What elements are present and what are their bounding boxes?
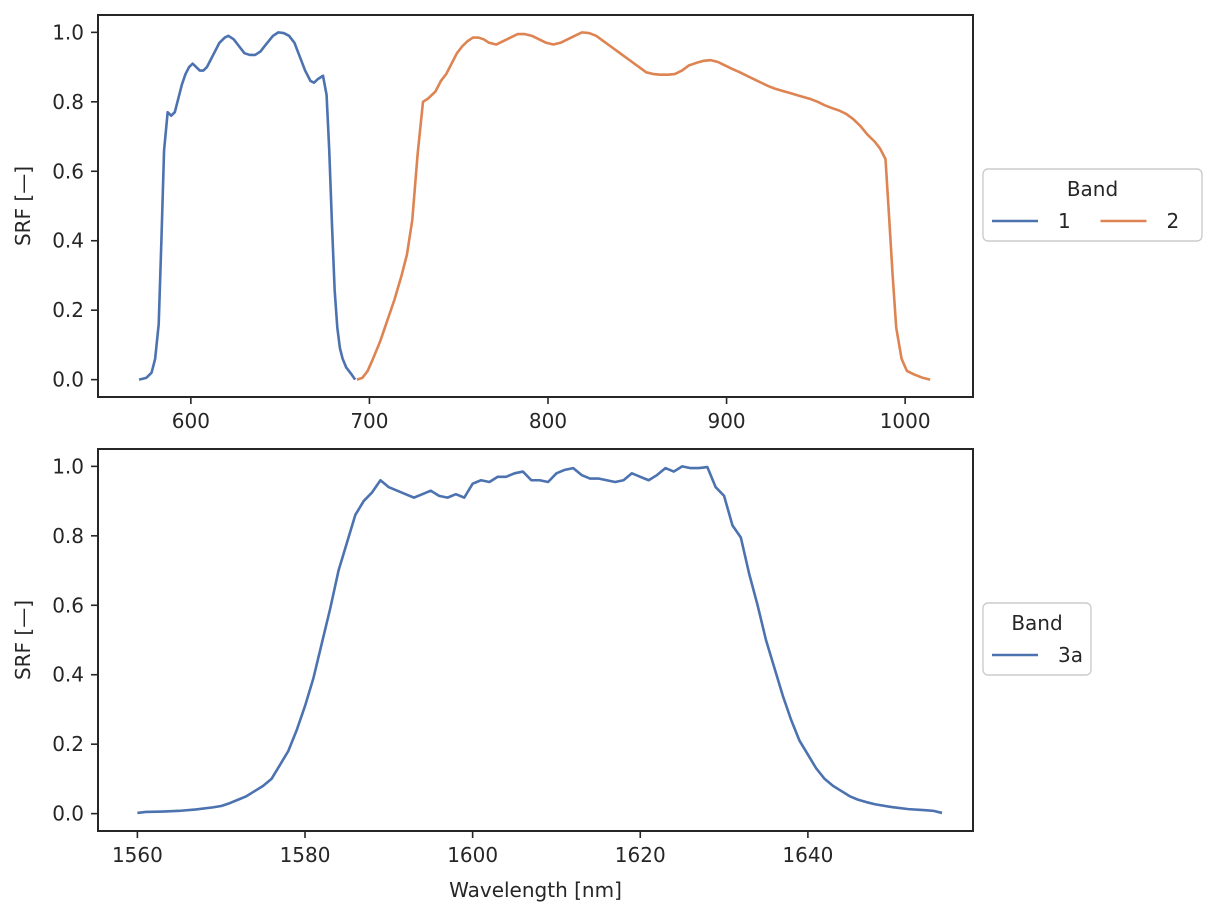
legend-label-band-1: 1 (1058, 209, 1071, 233)
y-axis-label: SRF [—] (11, 166, 35, 246)
x-tick-label: 1640 (782, 843, 833, 867)
y-tick-label: 0.6 (52, 593, 84, 617)
legend-label-band-3a: 3a (1058, 643, 1083, 667)
series-line-band-3a (137, 465, 943, 815)
chart-panel-2: 1560 1580 1600 1620 1640 0.0 0.2 0.4 0.6 0.8 1.0 SR… (11, 448, 1092, 902)
y-tick-label: 0.0 (52, 368, 84, 392)
y-tick-label: 0.0 (52, 802, 84, 826)
y-tick-label: 0.4 (52, 663, 84, 687)
x-tick-label: 1580 (280, 843, 331, 867)
x-tick-label: 800 (529, 409, 567, 433)
legend: Band 1 2 (982, 168, 1203, 242)
legend-box (982, 168, 1203, 242)
x-tick-label: 1000 (880, 409, 931, 433)
x-tick-label: 1560 (112, 843, 163, 867)
x-tick-label: 700 (350, 409, 388, 433)
x-tick-label: 600 (172, 409, 210, 433)
legend-title: Band (1011, 611, 1062, 635)
y-tick-label: 1.0 (52, 454, 84, 478)
y-tick-label: 0.6 (52, 159, 84, 183)
series-line-band-1 (138, 31, 357, 381)
y-tick-label: 0.2 (52, 732, 84, 756)
x-axis-label: Wavelength [nm] (449, 878, 622, 902)
axes-frame (97, 448, 974, 832)
legend-label-band-2: 2 (1167, 209, 1180, 233)
legend-title: Band (1067, 177, 1118, 201)
x-tick-label: 900 (707, 409, 745, 433)
x-tick-label: 1600 (447, 843, 498, 867)
y-tick-label: 0.2 (52, 298, 84, 322)
x-tick-label: 1620 (615, 843, 666, 867)
y-tick-label: 1.0 (52, 20, 84, 44)
y-tick-label: 0.8 (52, 524, 84, 548)
axes-frame (97, 14, 974, 398)
y-tick-label: 0.4 (52, 229, 84, 253)
legend-box (982, 602, 1092, 676)
y-tick-label: 0.8 (52, 90, 84, 114)
legend: Band 3a (982, 602, 1092, 676)
y-axis-label: SRF [—] (11, 600, 35, 680)
chart-panel-1: 600 700 800 900 1000 0.0 0.2 0.4 0.6 0.8 1.0 SRF [—… (11, 14, 1203, 433)
series-line-band-2 (356, 31, 931, 381)
